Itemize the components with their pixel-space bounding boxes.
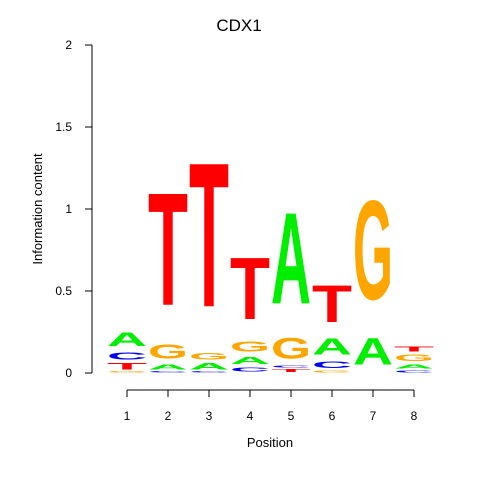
x-tick-label: 1 (124, 409, 131, 423)
logo-letter-G: G (271, 332, 311, 365)
logo-letter-A: A (271, 186, 311, 332)
logo-letter-A: A (353, 331, 393, 373)
logo-letter-T: T (271, 368, 311, 373)
logo-letter-A: A (394, 363, 434, 370)
chart-title: CDX1 (216, 16, 261, 35)
x-axis: 1 2 3 4 5 6 7 8 (124, 389, 418, 423)
y-axis-label: Information content (30, 153, 45, 265)
logo-letter-C: C (230, 367, 270, 374)
y-axis: 0 0.5 1 1.5 2 (55, 38, 93, 380)
logo-letter-A: A (312, 334, 352, 360)
logo-letter-G: G (230, 339, 270, 355)
x-tick-label: 7 (370, 409, 377, 423)
logo-letter-G: G (107, 371, 147, 373)
logo-letter-C: C (107, 350, 147, 361)
logo-letter-A: A (230, 355, 270, 366)
logo-letter-T: T (148, 161, 188, 340)
x-tick-label: 3 (206, 409, 213, 423)
x-tick-label: 6 (329, 409, 336, 423)
logo-letter-G: G (353, 170, 393, 330)
logo-letter-G: G (148, 341, 188, 364)
logo-letter-G: G (312, 370, 352, 373)
logo-letter-C: C (394, 370, 434, 373)
logo-letter-C: C (189, 371, 229, 373)
y-tick-label: 1.5 (55, 120, 72, 134)
logo-letter-C: C (312, 360, 352, 370)
logo-letter-T: T (189, 120, 229, 351)
logo-letter-G: G (394, 353, 434, 363)
x-axis-label: Position (247, 435, 293, 450)
y-tick-label: 1 (65, 202, 72, 216)
y-tick-label: 2 (65, 38, 72, 52)
y-tick-label: 0.5 (55, 284, 72, 298)
y-tick-label: 0 (65, 366, 72, 380)
logo-letter-C: C (271, 365, 311, 368)
x-tick-label: 5 (288, 409, 295, 423)
logo-letter-A: A (189, 362, 229, 372)
logo-column-7: AG (353, 170, 393, 373)
logo-letter-T: T (107, 362, 148, 372)
logo-letter-A: A (148, 363, 188, 371)
logo-letter-C: C (148, 371, 188, 373)
x-tick-label: 4 (247, 409, 254, 423)
x-tick-label: 8 (411, 409, 418, 423)
logo-letter-A: A (107, 329, 147, 350)
x-tick-label: 2 (165, 409, 172, 423)
logo-letter-T: T (394, 345, 434, 353)
logo-letter-T: T (312, 274, 352, 333)
logo-letter-G: G (189, 352, 229, 362)
logo-letter-T: T (230, 241, 270, 339)
